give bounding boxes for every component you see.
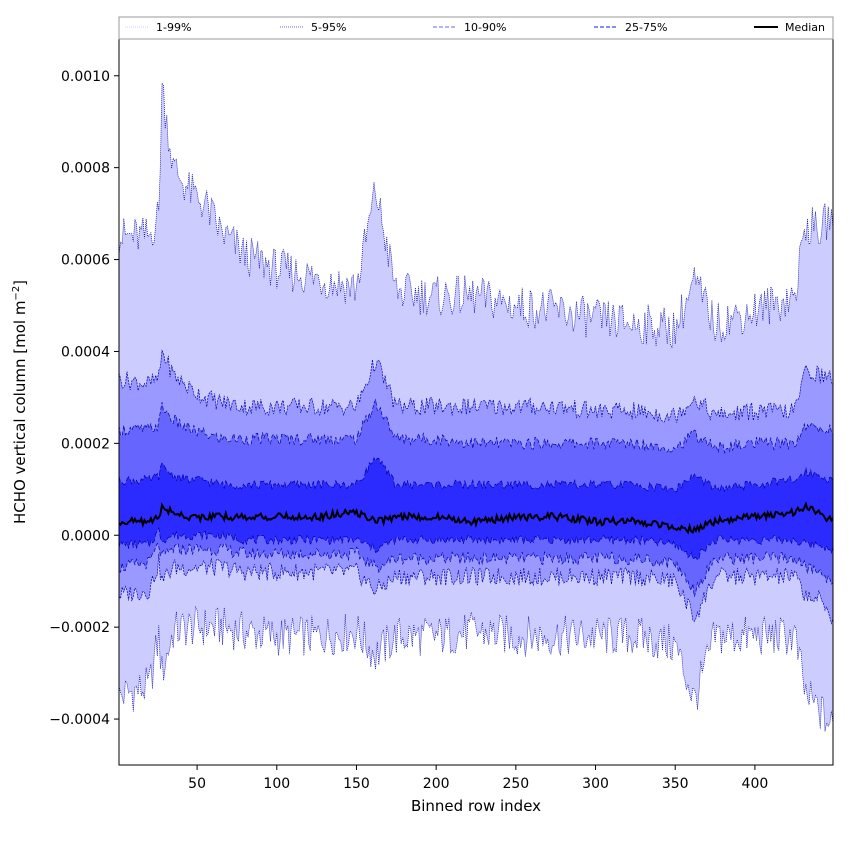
- x-tick-label: 150: [343, 776, 370, 792]
- x-axis: 50 100 150 200 250 300 350 400: [188, 765, 768, 792]
- x-tick-label: 400: [742, 776, 769, 792]
- y-tick-label: 0.0002: [61, 436, 110, 452]
- x-tick-label: 100: [263, 776, 290, 792]
- legend-label: 1-99%: [156, 21, 191, 34]
- median-line-group: [119, 501, 833, 535]
- legend-label: Median: [785, 21, 825, 34]
- percentile-band-edges: [119, 81, 833, 732]
- band-25-75%: [119, 457, 833, 560]
- y-axis-title: HCHO vertical column [mol m−2]: [11, 280, 29, 524]
- y-tick-label: 0.0010: [61, 69, 110, 85]
- x-tick-label: 200: [423, 776, 450, 792]
- legend-label: 10-90%: [464, 21, 506, 34]
- band-edge-25-75%-high: [119, 456, 833, 494]
- x-tick-label: 50: [188, 776, 206, 792]
- legend-label: 5-95%: [311, 21, 346, 34]
- x-tick-label: 300: [582, 776, 609, 792]
- x-axis-title: Binned row index: [411, 797, 541, 815]
- band-edge-5-95%-low: [119, 553, 833, 625]
- x-tick-label: 350: [662, 776, 689, 792]
- band-edge-10-90%-high: [119, 398, 833, 455]
- median-line: [119, 501, 833, 535]
- y-axis: −0.0004 −0.0002 0.0000 0.0002 0.0004 0.0006 0.…: [49, 69, 119, 728]
- y-tick-label: 0.0000: [61, 528, 110, 544]
- band-edge-5-95%-high: [119, 349, 833, 423]
- legend: 1-99% 5-95% 10-90% 25-75% Median: [118, 16, 834, 40]
- legend-label: 25-75%: [625, 21, 667, 34]
- legend-box: [118, 16, 834, 40]
- x-tick-label: 250: [502, 776, 529, 792]
- y-tick-label: −0.0002: [49, 620, 110, 636]
- y-tick-label: 0.0004: [61, 344, 110, 360]
- y-tick-label: −0.0004: [49, 712, 110, 728]
- y-tick-label: 0.0008: [61, 161, 110, 177]
- y-tick-label: 0.0006: [61, 253, 110, 269]
- band-edge-10-90%-low: [119, 542, 833, 597]
- band-edge-25-75%-low: [119, 526, 833, 561]
